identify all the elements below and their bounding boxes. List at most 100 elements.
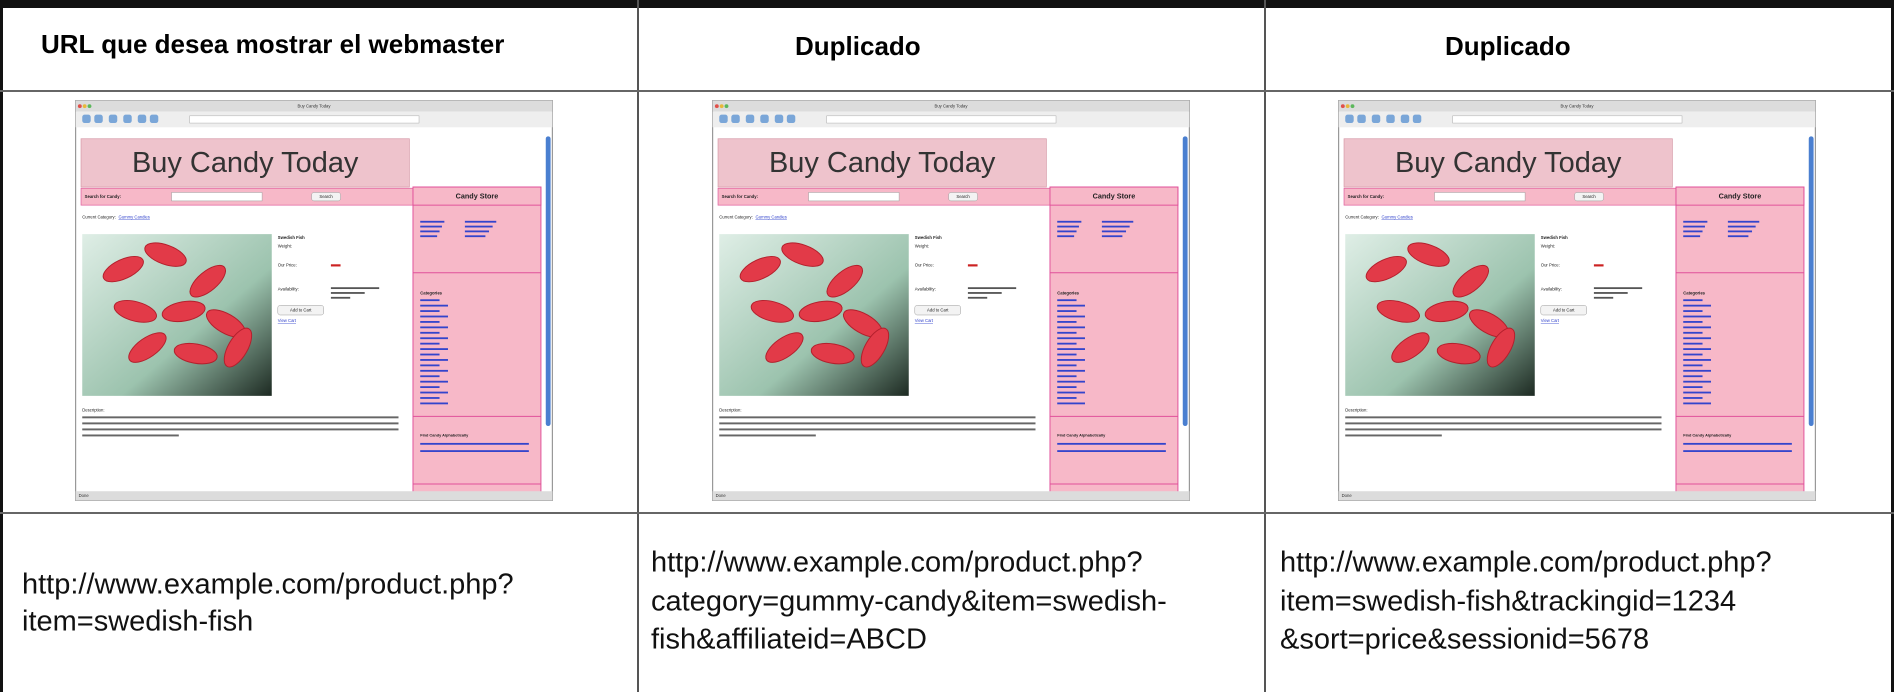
scrollbar (1182, 136, 1188, 427)
link-line (1057, 397, 1077, 399)
product-name: Swedish Fish (1541, 235, 1568, 240)
url-line: http://www.example.com/product.php? (651, 547, 1143, 579)
search-label: Search for Candy: (85, 194, 121, 199)
left-border (0, 0, 3, 692)
availability-text (967, 296, 988, 299)
link-line (420, 326, 448, 329)
price-value (330, 264, 341, 267)
search-input (808, 192, 900, 202)
link-line (420, 348, 448, 350)
search-button-label: Search (1582, 194, 1596, 199)
url-line: http://www.example.com/product.php? (22, 569, 514, 601)
availability-text (967, 287, 1017, 290)
search-label: Search for Candy: (722, 194, 758, 199)
link-line (420, 331, 440, 334)
view-cart-link: View Cart (1541, 318, 1560, 323)
description-text (719, 422, 1036, 425)
link-line (1683, 220, 1708, 223)
status-text: Done (716, 493, 727, 498)
window-title: Buy Candy Today (935, 103, 969, 108)
link-line (420, 235, 438, 238)
link-line (420, 442, 529, 445)
link-line (1057, 331, 1077, 334)
description-text (1345, 428, 1662, 431)
view-cart-link: View Cart (278, 318, 297, 323)
link-line (1683, 299, 1703, 302)
window-button (82, 104, 87, 109)
link-line (1683, 391, 1711, 394)
column-divider (1264, 0, 1266, 692)
link-line (1683, 230, 1703, 233)
description-label: Description: (719, 407, 741, 412)
link-line (1057, 299, 1077, 302)
sidebar-title: Candy Store (1719, 192, 1762, 201)
address-bar (189, 115, 420, 124)
link-line (1683, 375, 1703, 378)
categories-label: Categories (420, 290, 442, 295)
link-line (1057, 235, 1075, 238)
link-line (1683, 342, 1703, 345)
fish (765, 332, 804, 363)
link-line (1057, 442, 1166, 445)
link-line (420, 315, 448, 318)
fish (1365, 255, 1407, 283)
product-name: Swedish Fish (278, 235, 305, 240)
url-line: http://www.example.com/product.php? (1280, 547, 1772, 579)
current-category-label: Current Category: (82, 214, 116, 219)
toolbar-icon (108, 114, 118, 124)
link-line (420, 380, 448, 383)
weight-label: Weight: (278, 243, 292, 248)
link-line (420, 321, 440, 323)
link-line (1057, 450, 1166, 452)
toolbar-icon (94, 114, 103, 124)
link-line (420, 375, 440, 378)
fish (1424, 300, 1469, 323)
fish (781, 242, 824, 267)
description-text (82, 434, 179, 437)
link-line (464, 220, 497, 223)
url-line: item=swedish-fish (22, 606, 253, 638)
sidebar-header (412, 186, 542, 206)
link-line (1057, 230, 1077, 233)
link-line (1057, 402, 1085, 405)
add-to-cart-label: Add to Cart (1553, 307, 1575, 312)
browser-screenshot: Buy Candy Today Buy Candy Today Search for… (1338, 100, 1816, 501)
link-line (1683, 397, 1703, 399)
add-to-cart-button (914, 305, 961, 316)
current-category-link: Gummy Candies (755, 214, 786, 219)
price-value (967, 264, 978, 267)
availability-label: Availability: (915, 287, 936, 292)
address-bar (1452, 115, 1683, 124)
link-line (1057, 342, 1077, 345)
status-text: Done (79, 493, 90, 498)
link-line (1057, 386, 1077, 389)
link-line (1683, 380, 1711, 383)
fish (144, 242, 187, 267)
toolbar-icon (123, 114, 132, 124)
add-to-cart-label: Add to Cart (290, 307, 312, 312)
link-line (1727, 220, 1760, 223)
address-bar (826, 115, 1057, 124)
description-text (82, 428, 399, 431)
fish (223, 327, 253, 368)
link-line (420, 220, 445, 223)
link-line (1727, 235, 1749, 238)
description-text (719, 428, 1036, 431)
toolbar-icon (1345, 114, 1354, 124)
find-label: Find Candy Alphabetically (420, 434, 469, 438)
weight-label: Weight: (915, 243, 929, 248)
link-line (1057, 220, 1082, 223)
link-line (420, 386, 440, 389)
link-line (1057, 225, 1079, 228)
add-to-cart-button (277, 305, 324, 316)
url-line: item=swedish-fish&trackingid=1234 (1280, 586, 1736, 618)
toolbar-icon (1357, 114, 1366, 124)
link-line (420, 310, 440, 312)
description-label: Description: (1345, 407, 1367, 412)
toolbar-icon (731, 114, 740, 124)
browser-screenshot: Buy Candy Today Buy Candy Today Search for… (75, 100, 553, 501)
link-line (420, 337, 448, 340)
link-line (420, 230, 440, 233)
link-line (1101, 230, 1127, 233)
product-name: Swedish Fish (915, 235, 942, 240)
